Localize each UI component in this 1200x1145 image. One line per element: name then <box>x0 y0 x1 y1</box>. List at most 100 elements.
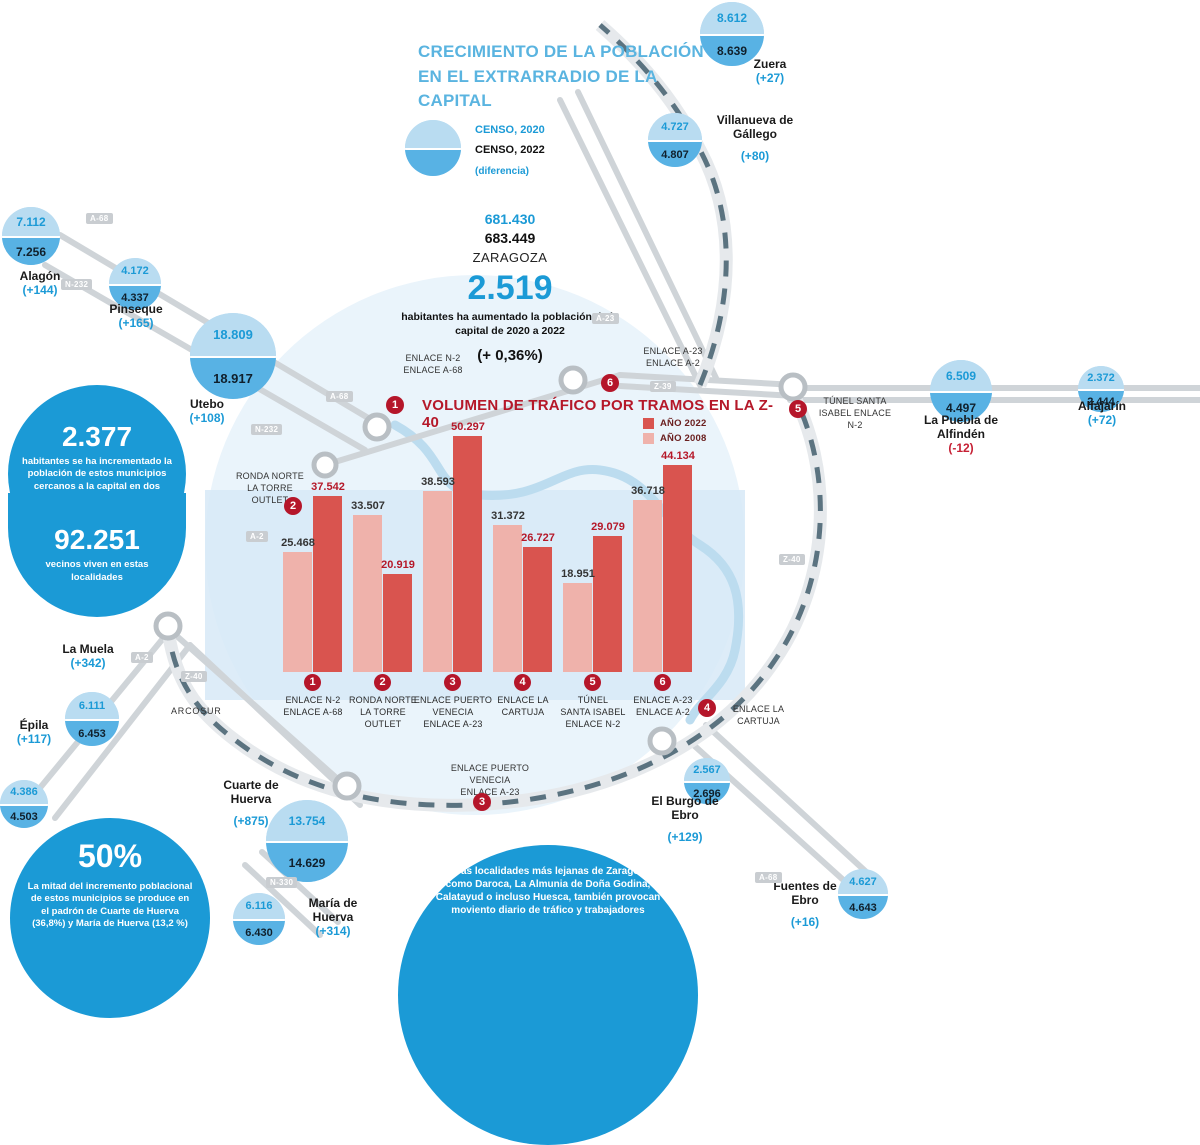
bar-2008 <box>493 525 522 672</box>
el-burgo-name: El Burgo de Ebro <box>651 794 719 822</box>
legend-item-2022: AÑO 2022 <box>643 418 793 429</box>
page-title: CRECIMIENTO DE LA POBLACIÓN EN EL EXTRAR… <box>418 40 718 114</box>
road-shield-n232-nw: N-232 <box>61 279 93 290</box>
maria-diff: (+314) <box>315 923 351 938</box>
legend-swatch-2008 <box>643 433 654 444</box>
pop-circle-pinseque: 4.172 4.337 <box>109 258 161 310</box>
villanueva-diff: (+80) <box>740 148 770 163</box>
chart-marker-1[interactable]: 1 <box>304 674 321 691</box>
chart-marker-6[interactable]: 6 <box>654 674 671 691</box>
census-2020-label: CENSO, 2020 <box>475 124 545 136</box>
utebo-name: Utebo <box>190 397 224 411</box>
bar-group: 38.593 50.297 <box>421 421 485 672</box>
cuarte-pop-2022: 14.629 <box>288 855 326 870</box>
villanueva-name: Villanueva de Gállego <box>716 113 794 141</box>
chart-category-label: ENLACE N-2 ENLACE A-68 <box>283 695 343 718</box>
stat-faraway-text: Otras localidades más lejanas de Zaragoz… <box>435 866 661 916</box>
epila-diff: (+117) <box>16 731 52 746</box>
interchange-nodes <box>153 365 808 801</box>
chart-marker-5[interactable]: 5 <box>584 674 601 691</box>
maria-name: María de Huerva <box>308 896 358 924</box>
fuentes-name: Fuentes de Ebro <box>773 879 837 907</box>
chart-marker-4[interactable]: 4 <box>514 674 531 691</box>
pinseque-pop-2020: 4.172 <box>121 265 149 277</box>
pop-circle-epila: 4.386 4.503 <box>0 780 48 828</box>
la-puebla-pop-2022: 4.497 <box>945 400 977 415</box>
map-note-enlace-n2-a68: ENLACE N-2 ENLACE A-68 <box>403 353 463 376</box>
chart-category-label: ENLACE PUERTO VENECIA ENLACE A-23 <box>413 695 493 730</box>
bar-value-2022: 20.919 <box>381 559 415 571</box>
census-2020-half <box>405 120 461 148</box>
bar-2008 <box>283 552 312 672</box>
bar-value-2008: 38.593 <box>421 476 455 488</box>
chart-marker-3[interactable]: 3 <box>444 674 461 691</box>
legend-label-2022: AÑO 2022 <box>660 418 707 429</box>
maria-pop-2022: 6.430 <box>245 927 273 939</box>
legend-item-2008: AÑO 2008 <box>643 433 793 444</box>
pinseque-diff: (+165) <box>118 315 154 330</box>
bar-value-2008: 33.507 <box>351 500 385 512</box>
chart-legend: AÑO 2022 AÑO 2008 <box>643 418 793 448</box>
bar-value-2022: 44.134 <box>661 450 695 462</box>
zaragoza-pop-2022: 683.449 <box>484 229 536 246</box>
fuentes-pop-2022: 4.643 <box>849 901 877 914</box>
la-puebla-pop-2020: 6.509 <box>945 368 977 383</box>
chart-category-label: ENLACE A-23 ENLACE A-2 <box>633 695 693 718</box>
road-shield-a23: A-23 <box>592 313 619 324</box>
alfajarin-pop-2020: 2.372 <box>1087 371 1115 384</box>
bar-group: 33.507 20.919 <box>351 428 415 672</box>
pop-circle-zuera: 8.612 8.639 <box>700 2 764 66</box>
map-marker-2[interactable]: 2 <box>284 497 302 515</box>
bar-2022 <box>453 436 482 672</box>
pop-circle-cuarte: 13.754 14.629 <box>266 800 348 882</box>
census-2022-half <box>405 148 461 176</box>
headline-line-1: CRECIMIENTO DE LA POBLACIÓN <box>418 42 704 61</box>
bar-2022 <box>663 465 692 672</box>
zaragoza-summary: 681.430 683.449 ZARAGOZA 2.519 habitante… <box>385 210 635 364</box>
stat-half-text: La mitad del incremento poblacional de e… <box>27 881 193 930</box>
bar-group: 36.718 44.134 <box>631 428 695 672</box>
map-marker-5[interactable]: 5 <box>789 400 807 418</box>
chart-plot-area: 25.468 37.542 1 ENLACE N-2 ENLACE A-68 33.50… <box>281 421 695 729</box>
road-shield-z40-east: Z-40 <box>779 554 805 565</box>
pop-circle-la-puebla: 6.509 4.497 <box>930 360 992 422</box>
z40-ring-dashed <box>165 386 823 808</box>
zaragoza-growth-percent: (+ 0,36%) <box>477 346 543 364</box>
road-shield-n330: N-330 <box>266 877 298 888</box>
alagon-diff: (+144) <box>22 282 58 297</box>
census-2022-label: CENSO, 2022 <box>475 144 545 156</box>
el-burgo-diff: (+129) <box>667 829 703 844</box>
villanueva-pop-2020: 4.727 <box>661 120 689 133</box>
map-note-enlace-la-cartuja: ENLACE LA CARTUJA <box>732 704 785 727</box>
bar-value-2022: 29.079 <box>591 521 625 533</box>
pop-circle-alagon: 7.112 7.256 <box>2 207 60 265</box>
zaragoza-growth-description: habitantes ha aumentado la población de … <box>401 311 619 338</box>
chart-category-label: TÚNEL SANTA ISABEL ENLACE N-2 <box>560 695 626 730</box>
pop-circle-villanueva: 4.727 4.807 <box>648 113 702 167</box>
map-marker-3[interactable]: 3 <box>473 793 491 811</box>
map-marker-6[interactable]: 6 <box>601 374 619 392</box>
road-shield-a68-mid: A-68 <box>326 391 353 402</box>
traffic-volume-chart: VOLUMEN DE TRÁFICO POR TRAMOS EN LA Z-40… <box>275 392 795 729</box>
chart-marker-2[interactable]: 2 <box>374 674 391 691</box>
zuera-pop-2020: 8.612 <box>716 11 748 25</box>
map-marker-1[interactable]: 1 <box>386 396 404 414</box>
bar-2022 <box>383 574 412 672</box>
stat-residents-number: 92.251 <box>54 524 140 556</box>
utebo-pop-2022: 18.917 <box>213 371 253 386</box>
alagon-name: Alagón <box>19 269 61 283</box>
map-note-tunel-santa-isabel: TÚNEL SANTA ISABEL ENLACE N-2 <box>818 396 892 431</box>
zaragoza-pop-2020: 681.430 <box>484 211 536 227</box>
map-marker-4[interactable]: 4 <box>698 699 716 717</box>
bar-value-2022: 26.727 <box>521 532 555 544</box>
la-puebla-diff: (-12) <box>948 440 974 455</box>
alfajarin-diff: (+72) <box>1087 412 1117 427</box>
census-legend-circle <box>405 120 461 176</box>
pop-circle-maria: 6.116 6.430 <box>233 893 285 945</box>
la-muela-diff: (+342) <box>70 655 106 670</box>
chart-category-label: RONDA NORTE LA TORRE OUTLET <box>348 695 418 730</box>
villanueva-pop-2022: 4.807 <box>661 148 689 161</box>
bar-2022 <box>523 547 552 672</box>
bar-2008 <box>563 583 592 672</box>
epila-name: Épila <box>19 718 49 732</box>
